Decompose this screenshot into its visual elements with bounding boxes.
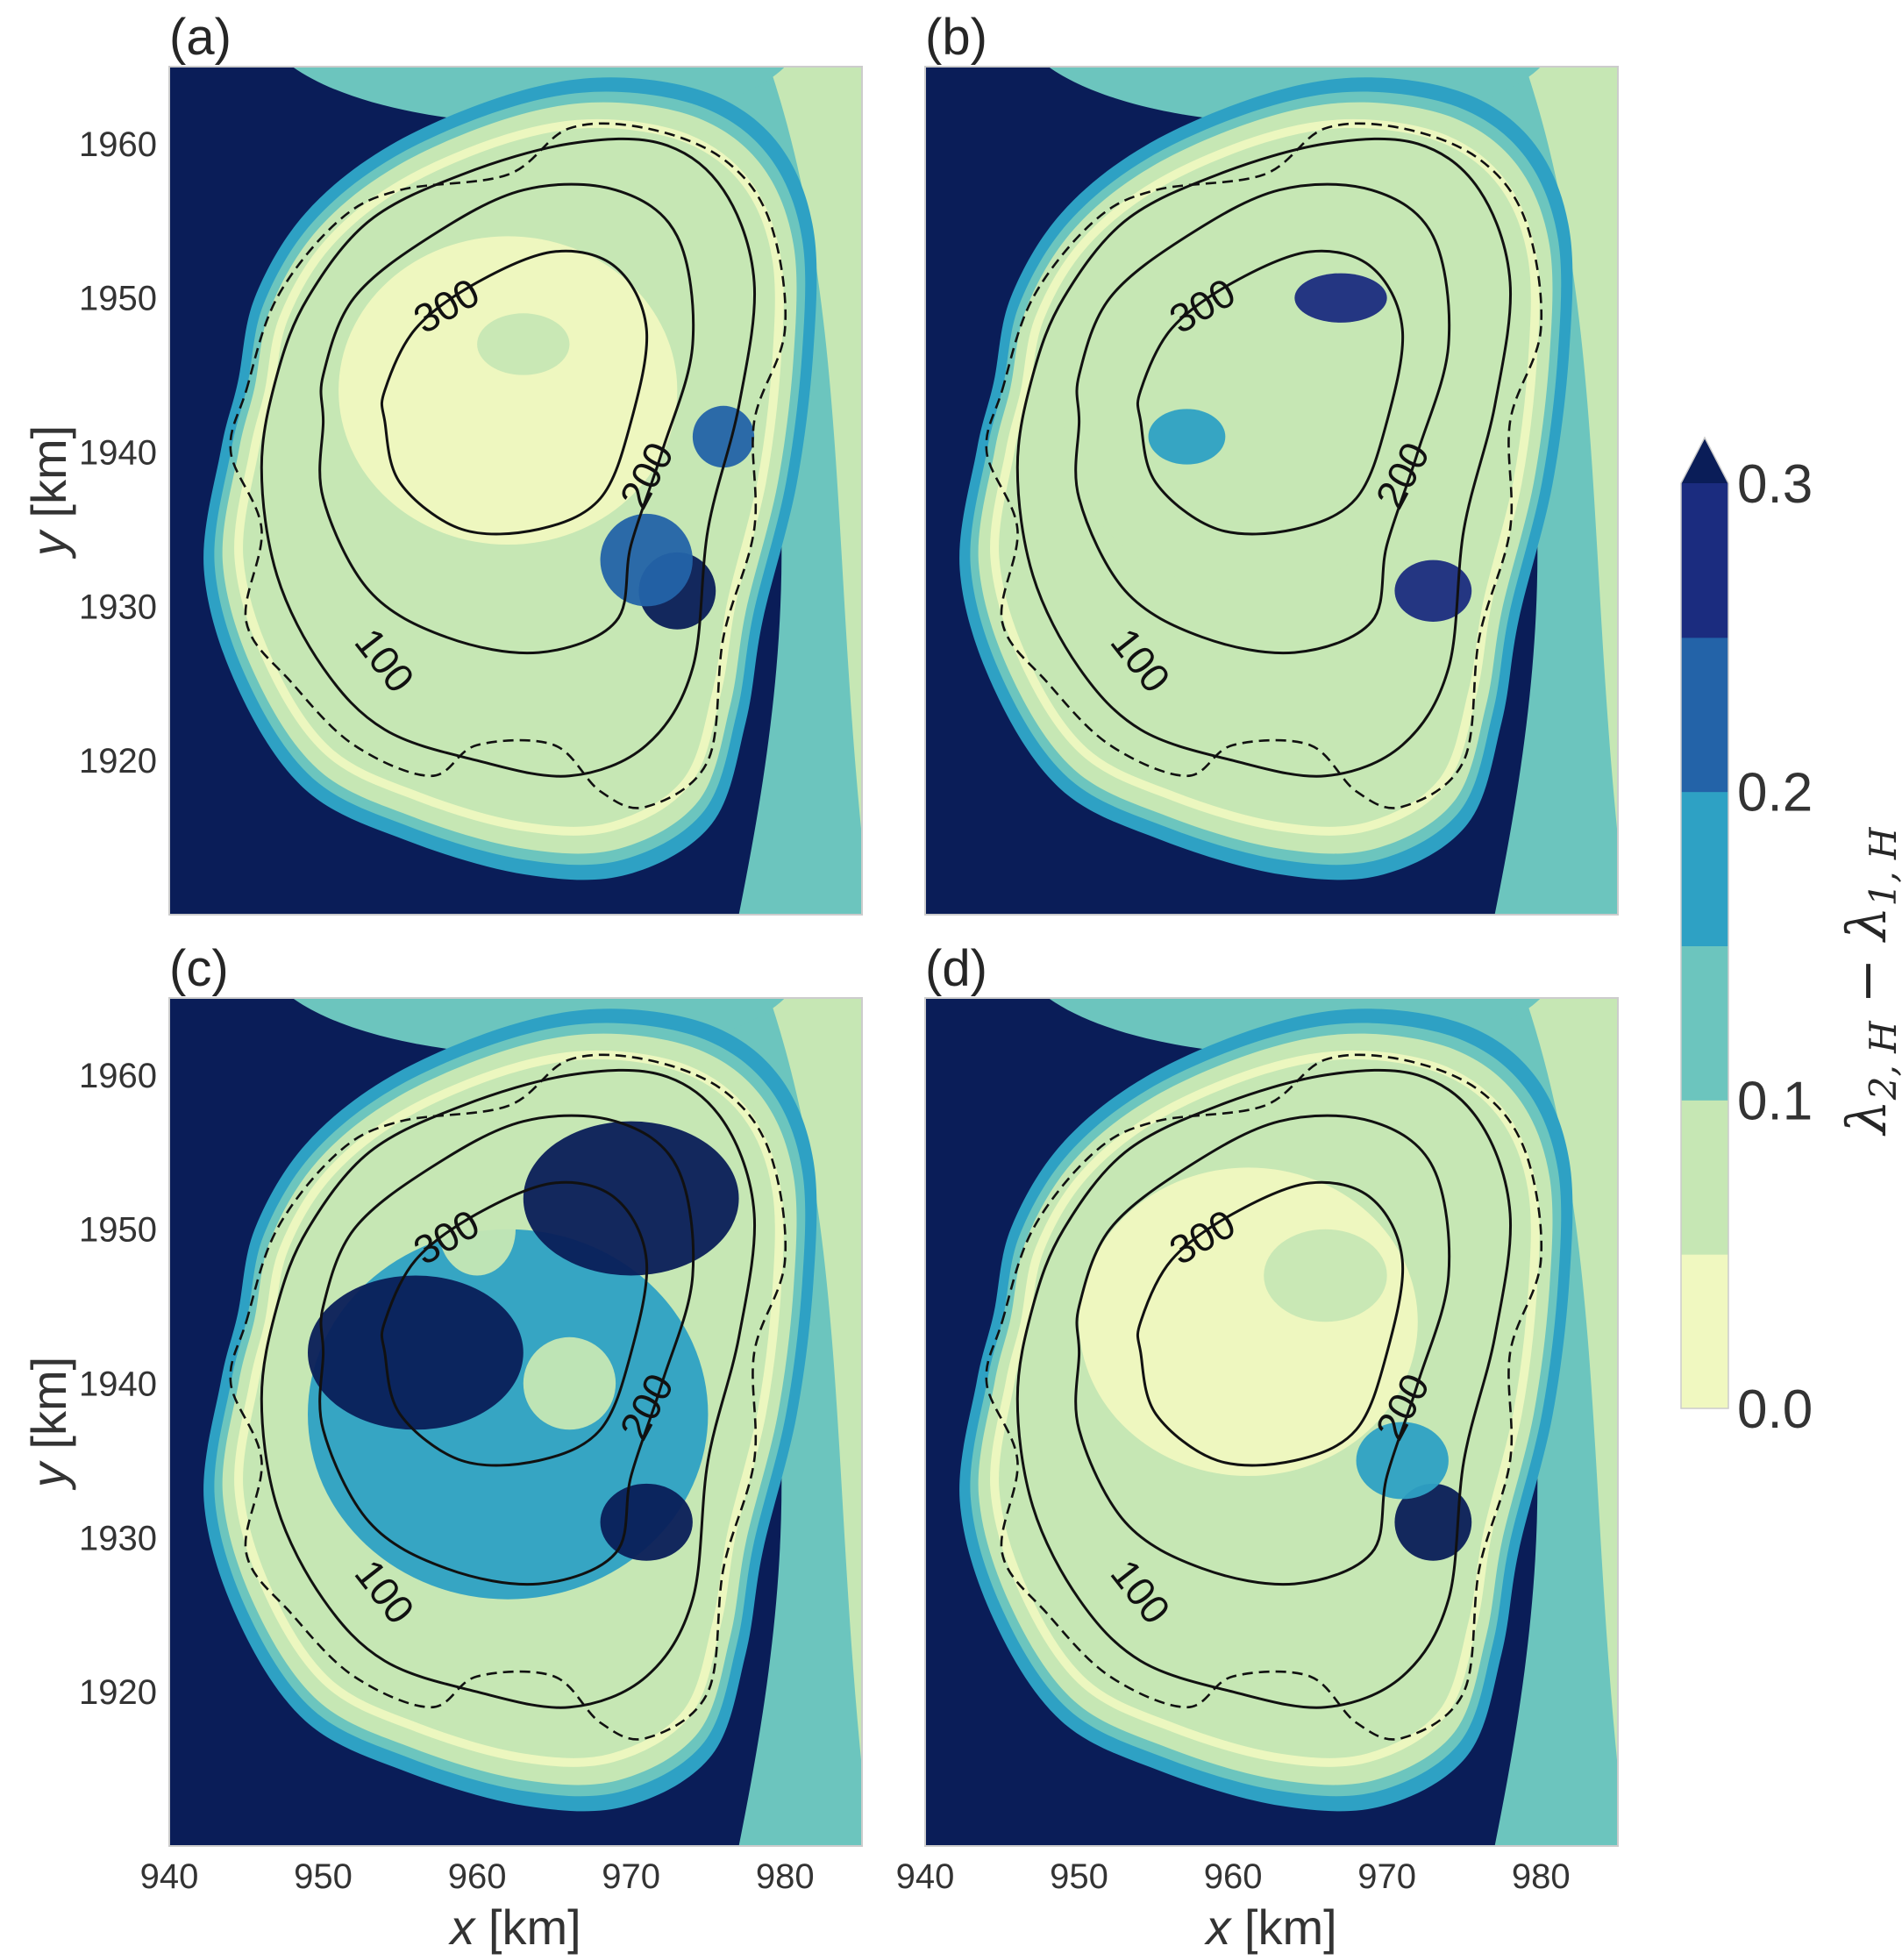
x-tick-label: 970 [1357,1857,1416,1896]
y-tick-label: 1940 [79,434,157,473]
field-feature [1394,559,1472,622]
contour-100 [1015,137,1513,778]
color-field [169,998,862,1846]
y-tick-label: 1950 [79,280,157,318]
contour-100 [1015,1068,1513,1709]
contour-200 [1074,1114,1451,1586]
color-field [925,998,1618,1846]
axes-frame [924,66,1619,916]
contour-300 [1136,249,1405,536]
x-tick-label: 940 [896,1857,955,1896]
colorbar-band [1681,945,1728,1101]
contour-100 [260,1068,757,1709]
colorbar-band [1681,637,1728,793]
y-tick-label: 1920 [79,1673,157,1712]
ice-margin-dashed [229,1053,787,1741]
colorbar-label: λ2, H − λ1, H [1834,826,1902,1137]
y-tick-label: 1960 [79,1057,157,1095]
x-tick-label: 970 [602,1857,660,1896]
field-feature [1394,1483,1472,1561]
ice-margin-dashed [985,1053,1543,1741]
field-feature [1064,251,1434,591]
ice-margin-dashed [985,122,1543,809]
field-feature [477,313,570,375]
y-tick-label: 1950 [79,1211,157,1250]
field-rim [234,118,784,836]
x-axis-label: x [km] [1203,1899,1336,1955]
contour-300 [380,1180,649,1467]
colorbar-tick-label: 0.2 [1737,763,1813,823]
x-tick-label: 950 [294,1857,353,1896]
field-band-far-right [769,67,862,838]
field-rim [990,1050,1540,1767]
y-tick-label: 1920 [79,742,157,780]
ice-margin-dashed [229,122,787,809]
y-tick-label: 1930 [79,1519,157,1557]
field-feature [692,405,755,468]
colorbar-band [1681,1100,1728,1255]
y-tick-label: 1960 [79,125,157,164]
panel-label: (b) [925,9,987,66]
field-feature [1148,409,1226,465]
x-tick-label: 980 [756,1857,815,1896]
field-feature [523,1336,616,1430]
field-feature [1356,1422,1449,1500]
x-tick-label: 960 [1204,1857,1263,1896]
axes-frame [168,997,863,1847]
y-tick-label: 1930 [79,588,157,626]
colorbar-extend-arrow [1681,438,1728,483]
y-axis-label: y [km] [21,1357,76,1491]
color-field [925,67,1618,915]
field-feature [438,1182,516,1276]
field-band-far-right [1525,67,1618,838]
colorbar-tick-label: 0.0 [1737,1379,1813,1440]
field-feature [1264,1229,1387,1322]
field-feature [308,1275,524,1430]
panel-label: (a) [169,9,232,66]
field-feature [1294,273,1387,323]
x-tick-label: 980 [1512,1857,1571,1896]
colorbar-band [1681,791,1728,946]
field-band-far-right [769,998,862,1770]
x-axis-label: x [km] [447,1899,581,1955]
field-feature [523,1121,739,1276]
axes-frame [924,997,1619,1847]
colorbar: 0.0 0.1 0.2 0.3 λ2, H − λ1, H [1680,436,1902,1440]
contour-200 [318,182,695,655]
field-feature [600,513,693,607]
colorbar-tick-label: 0.3 [1737,454,1813,515]
contour-100 [260,137,757,778]
field-rim [990,118,1540,836]
colorbar-outline [1680,436,1729,1409]
x-tick-label: 960 [448,1857,507,1896]
colorbar-band [1681,1254,1728,1409]
colorbar-tick-label: 0.1 [1737,1071,1813,1131]
colorbar-band [1681,483,1728,638]
contour-300 [1136,1180,1405,1467]
y-axis-label: y [km] [21,425,76,559]
x-tick-label: 940 [140,1857,199,1896]
panel-label: (d) [925,940,987,997]
field-rim [234,1050,784,1767]
field-feature [338,236,678,545]
axes-frame [168,66,863,916]
color-field [169,67,862,915]
field-feature [600,1483,693,1561]
y-tick-label: 1940 [79,1365,157,1404]
x-tick-label: 950 [1050,1857,1108,1896]
panel-label: (c) [169,940,229,997]
contour-300 [380,249,649,536]
contour-200 [1074,182,1451,655]
field-band-far-right [1525,998,1618,1770]
contour-200 [318,1114,695,1586]
